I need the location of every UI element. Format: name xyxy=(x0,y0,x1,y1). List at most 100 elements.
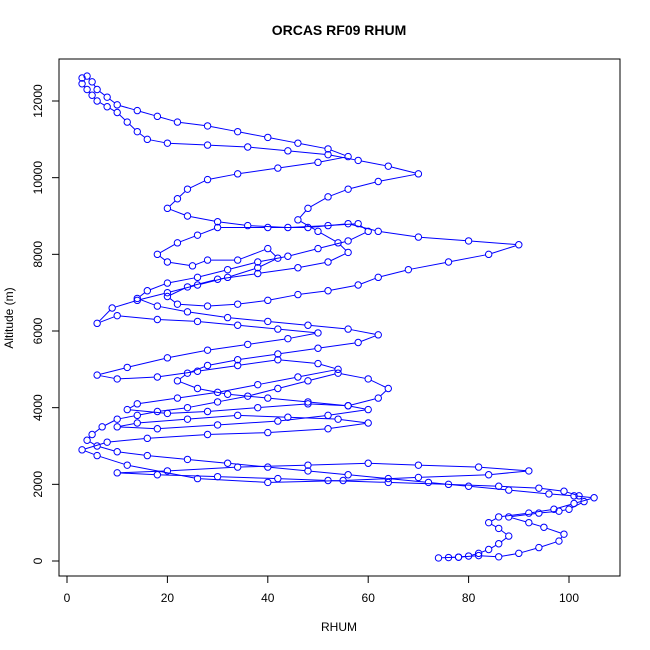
series-segment xyxy=(190,415,235,420)
data-point xyxy=(525,509,533,517)
series-segment xyxy=(552,493,571,497)
series-segment xyxy=(511,517,526,523)
data-point xyxy=(153,315,162,324)
series-segment xyxy=(150,139,165,144)
series-segment xyxy=(190,216,215,222)
series-segment xyxy=(99,102,105,106)
series-segment xyxy=(300,262,325,268)
data-point xyxy=(93,97,101,105)
series-segment xyxy=(159,243,175,254)
data-point xyxy=(495,482,503,490)
x-tick-label: 100 xyxy=(559,591,579,605)
series-segment xyxy=(100,456,125,465)
data-point xyxy=(474,549,483,558)
series-segment xyxy=(330,253,346,262)
y-axis-label: Altitude (m) xyxy=(2,287,16,348)
series-segment xyxy=(170,142,205,146)
series-segment xyxy=(210,359,235,366)
data-point xyxy=(294,373,302,381)
series-segment xyxy=(300,369,336,377)
series-segment xyxy=(220,384,255,393)
data-point xyxy=(183,185,192,193)
series-segment xyxy=(270,428,325,433)
data-point xyxy=(203,361,212,370)
data-point xyxy=(163,467,172,475)
data-point xyxy=(484,250,493,259)
data-point xyxy=(88,430,96,439)
data-point xyxy=(304,204,312,213)
data-point xyxy=(173,377,182,385)
x-tick-label: 80 xyxy=(462,591,476,605)
series-segment xyxy=(311,462,366,466)
series-segment xyxy=(280,328,315,334)
series-segment xyxy=(380,390,387,397)
series-segment xyxy=(190,402,215,408)
series-segment xyxy=(230,317,265,322)
data-point xyxy=(193,384,202,393)
data-point xyxy=(183,403,192,412)
series-segment xyxy=(351,329,376,335)
data-point xyxy=(193,273,202,282)
data-point xyxy=(113,415,121,423)
data-point xyxy=(163,139,172,147)
series-segment xyxy=(190,180,205,189)
series-segment xyxy=(421,236,466,242)
data-point xyxy=(83,72,91,80)
series-segment xyxy=(169,200,176,207)
series-segment xyxy=(160,319,195,322)
series-segment xyxy=(170,277,195,283)
series-points xyxy=(78,72,598,562)
data-point xyxy=(384,478,392,487)
data-point xyxy=(570,492,578,500)
series-segment xyxy=(421,474,486,478)
data-point xyxy=(163,204,172,213)
data-point xyxy=(505,486,513,494)
data-point xyxy=(304,467,312,475)
data-point xyxy=(545,490,553,498)
series-segment xyxy=(311,470,345,475)
series-segment xyxy=(260,403,305,408)
data-point xyxy=(193,367,202,375)
data-point xyxy=(203,256,212,264)
series-segment xyxy=(120,451,145,456)
data-point xyxy=(344,237,352,245)
data-point xyxy=(284,413,292,421)
data-point xyxy=(133,400,141,408)
series-segment xyxy=(200,228,215,235)
data-point xyxy=(515,549,523,558)
data-point xyxy=(133,296,141,305)
data-point xyxy=(83,436,91,444)
series-segment xyxy=(200,269,225,278)
series-segment xyxy=(210,303,235,307)
data-point xyxy=(254,403,262,412)
series-segment xyxy=(250,146,285,152)
series-segment xyxy=(120,472,155,476)
data-point xyxy=(384,384,392,393)
series-segment xyxy=(321,342,356,349)
data-point xyxy=(324,476,332,485)
series-segment xyxy=(160,474,215,478)
y-tick-label: 4000 xyxy=(31,394,45,421)
series-segment xyxy=(140,292,165,301)
data-point xyxy=(570,499,578,508)
data-point xyxy=(364,375,372,383)
x-tick-label: 20 xyxy=(161,591,175,605)
series-segment xyxy=(311,325,345,330)
series-segment xyxy=(260,377,295,385)
series-segment xyxy=(270,294,295,301)
series-segment xyxy=(330,149,346,156)
y-axis: 0 2000 4000 6000 8000 10000 12000 xyxy=(31,84,60,564)
data-point xyxy=(108,304,116,312)
data-point xyxy=(233,300,242,308)
data-point xyxy=(444,480,453,489)
series-segment xyxy=(180,392,215,399)
series-segment xyxy=(84,450,95,455)
series-segment xyxy=(421,464,476,468)
data-point xyxy=(314,244,322,253)
series-segment xyxy=(240,325,275,330)
data-point xyxy=(274,474,282,483)
series-segment xyxy=(170,261,190,266)
data-point xyxy=(173,300,182,308)
series-segment xyxy=(281,478,325,481)
series-segment xyxy=(99,309,111,322)
